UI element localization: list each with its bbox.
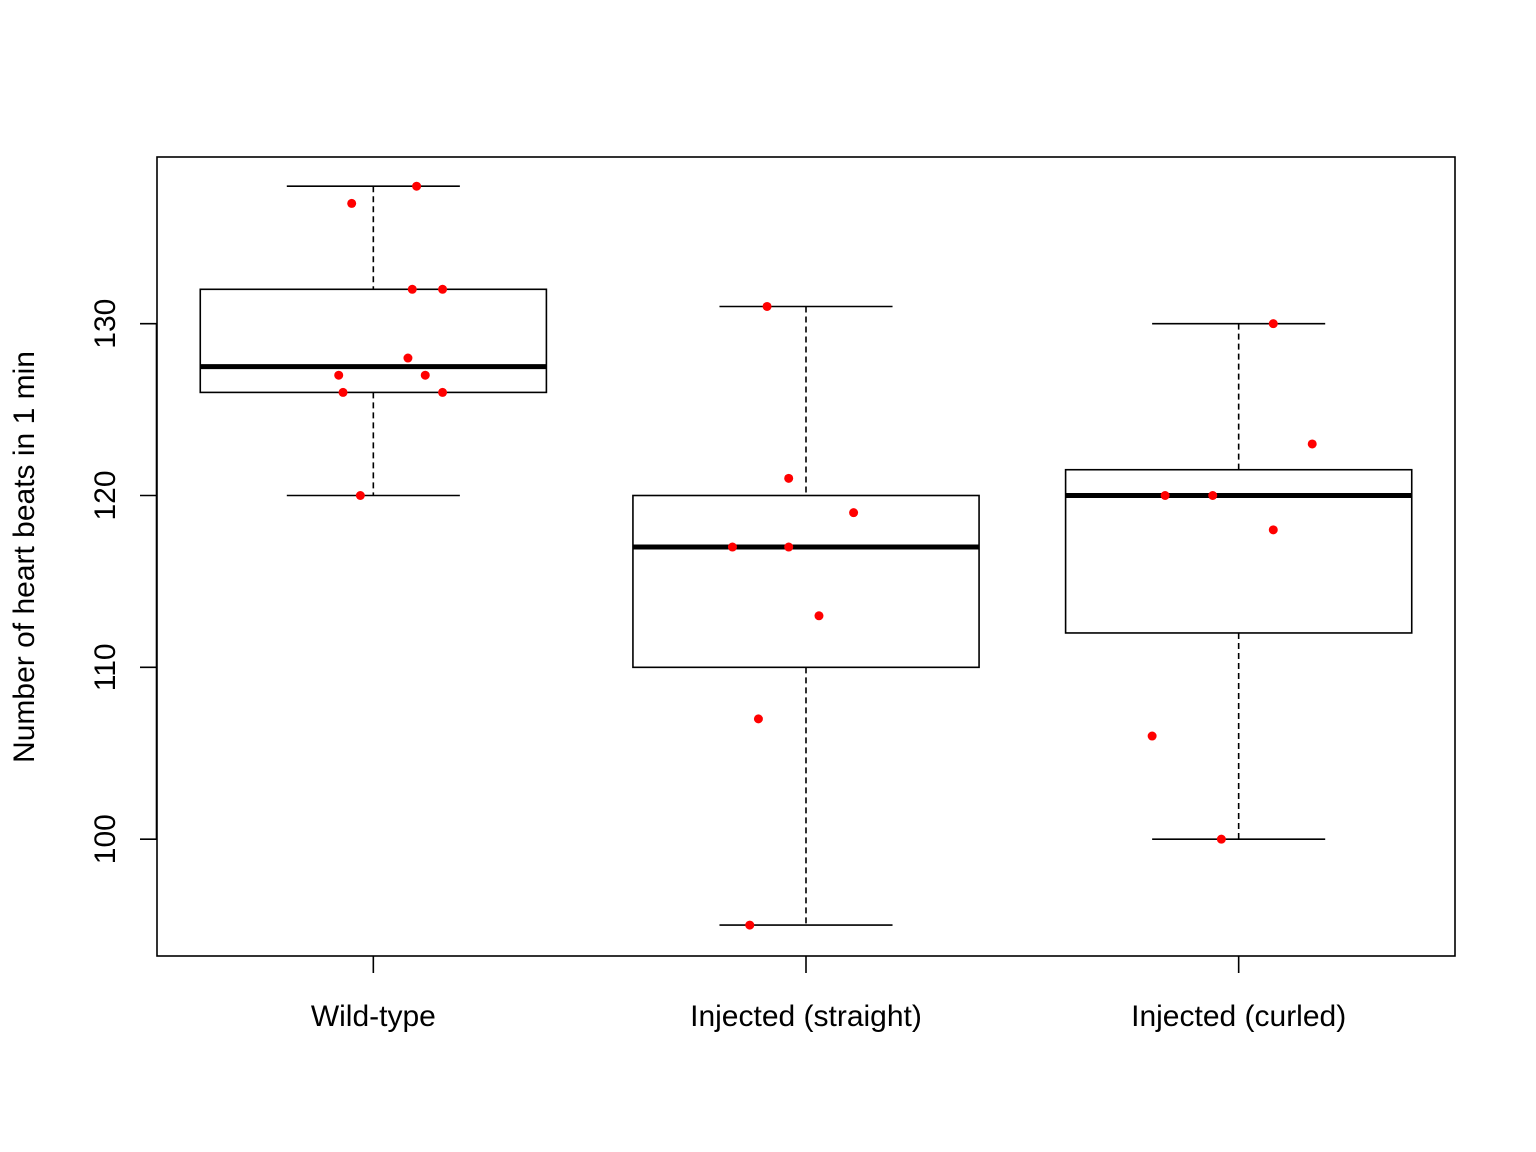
data-point — [438, 284, 448, 294]
data-point — [334, 370, 344, 380]
y-axis: 100 110 120 130 — [89, 299, 158, 864]
box-group — [199, 185, 548, 497]
data-point — [355, 491, 365, 501]
data-point — [784, 473, 794, 483]
data-point — [1268, 319, 1278, 329]
data-point — [420, 370, 430, 380]
data-point — [784, 542, 794, 552]
x-tick-label: Injected (straight) — [690, 1000, 922, 1033]
data-point — [407, 284, 417, 294]
interquartile-box — [199, 288, 548, 394]
interquartile-box — [632, 494, 980, 669]
data-point — [347, 198, 357, 208]
data-point — [814, 611, 824, 621]
data-point — [745, 920, 755, 930]
x-tick-label: Wild-type — [311, 1000, 436, 1033]
data-point — [403, 353, 413, 363]
data-point — [1160, 491, 1170, 501]
box-group — [1064, 322, 1413, 840]
boxes — [199, 185, 1413, 926]
data-point — [1208, 491, 1218, 501]
data-point — [762, 301, 772, 311]
data-point — [412, 181, 422, 191]
x-axis: Wild-type Injected (straight) Injected (cu… — [311, 956, 1346, 1033]
y-axis-label: Number of heart beats in 1 min — [8, 351, 41, 763]
x-tick-label: Injected (curled) — [1131, 1000, 1346, 1033]
y-tick-label: 110 — [89, 643, 122, 691]
y-tick-label: 100 — [89, 814, 122, 864]
data-point — [338, 387, 348, 397]
data-point — [1147, 731, 1157, 741]
data-point — [849, 508, 859, 518]
data-points — [334, 181, 1317, 930]
data-point — [1216, 834, 1226, 844]
box-group — [632, 305, 980, 926]
data-point — [727, 542, 737, 552]
data-point — [1268, 525, 1278, 535]
data-point — [753, 714, 763, 724]
data-point — [438, 387, 448, 397]
y-tick-label: 120 — [89, 470, 122, 520]
data-point — [1307, 439, 1317, 449]
y-tick-label: 130 — [89, 299, 122, 349]
